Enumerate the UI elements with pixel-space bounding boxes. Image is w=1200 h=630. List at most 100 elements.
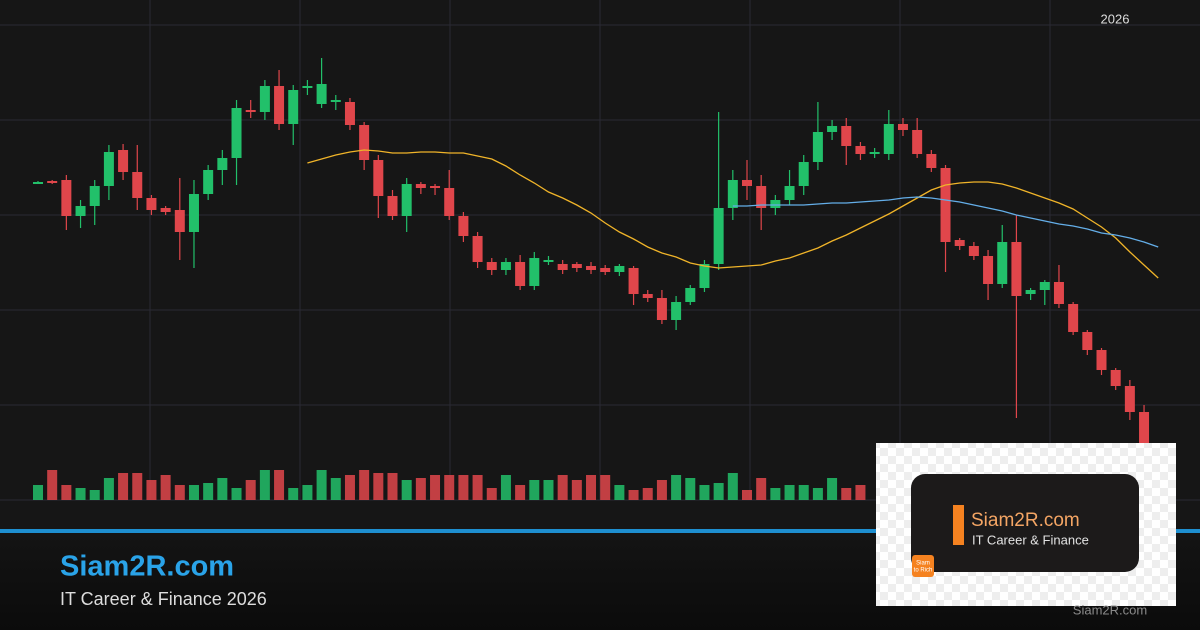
volume-bar: [770, 488, 781, 500]
card-accent: [953, 505, 964, 545]
candle-body: [770, 200, 781, 208]
volume-bar: [841, 488, 852, 500]
grid: [0, 0, 1200, 501]
candle-body: [600, 268, 611, 272]
candle-body: [571, 264, 582, 268]
candle-body: [614, 266, 625, 272]
volume-bar: [685, 478, 696, 500]
card: [911, 474, 1139, 572]
watermark: Siam2R.com: [1073, 602, 1147, 617]
card-title: Siam2R.com: [971, 510, 1080, 531]
candle-body: [742, 180, 752, 186]
volume-bar: [118, 473, 129, 500]
candle-body: [47, 181, 58, 183]
period-label: 2026: [1101, 11, 1130, 26]
volume-bar: [727, 473, 738, 500]
candle-body: [557, 264, 568, 270]
candle-body: [841, 126, 852, 146]
volume-bar: [316, 470, 327, 500]
volume-bar: [600, 475, 611, 500]
volume-bar: [472, 475, 483, 500]
candle-body: [160, 208, 171, 212]
candle-body: [288, 90, 299, 124]
candle-body: [373, 160, 384, 196]
volume-bar: [174, 485, 185, 500]
candle-body: [1011, 242, 1022, 296]
candle-body: [529, 258, 540, 286]
volume-bar: [89, 490, 100, 500]
candle-body: [515, 262, 526, 286]
candle-body: [1110, 370, 1121, 386]
volume-bar: [713, 483, 724, 500]
candle-body: [458, 216, 469, 236]
volume-bar: [132, 473, 143, 500]
volume-bar: [430, 475, 441, 500]
volume-bar: [798, 485, 809, 500]
candle-body: [231, 108, 242, 158]
volume-bar: [628, 490, 639, 500]
candle-body: [628, 268, 639, 294]
volume-bar: [103, 478, 114, 500]
volume-bar: [458, 475, 469, 500]
candle-body: [954, 240, 965, 246]
candle-body: [1082, 332, 1093, 350]
candle-body: [1053, 282, 1064, 304]
candle-body: [997, 242, 1008, 284]
candle-body: [500, 262, 511, 270]
candle-body: [33, 182, 43, 184]
volume-bar: [259, 470, 270, 500]
candle-body: [302, 86, 313, 88]
candle-body: [897, 124, 908, 130]
card-logo: [912, 555, 934, 577]
volume-bar: [146, 480, 157, 500]
candle-body: [983, 256, 994, 284]
candle-body: [642, 294, 653, 298]
volume-bar: [742, 490, 752, 500]
candle-body: [75, 206, 86, 216]
candle-body: [543, 260, 554, 262]
candle-body: [827, 126, 838, 132]
volume-bar: [75, 488, 86, 500]
brand-card: Siam2R.com IT Career & Finance Siam to R…: [876, 443, 1176, 606]
volume-bar: [756, 478, 767, 500]
candle-body: [188, 194, 199, 232]
volume-bar: [188, 485, 199, 500]
candle-body: [146, 198, 157, 210]
candle-body: [259, 86, 270, 112]
candle-body: [89, 186, 100, 206]
candle-body: [812, 132, 823, 162]
volume-bar: [444, 475, 455, 500]
candle-body: [61, 180, 72, 216]
candle-body: [274, 86, 285, 124]
candle-body: [415, 184, 426, 188]
volume-bar: [642, 488, 653, 500]
candle-body: [103, 152, 114, 186]
volume-bar: [812, 488, 823, 500]
volume-bar: [359, 470, 370, 500]
candle-body: [685, 288, 696, 302]
candle-body: [883, 124, 894, 154]
candle-body: [855, 146, 866, 154]
brand-subtitle: IT Career & Finance 2026: [60, 589, 267, 609]
volume-bar: [671, 475, 682, 500]
volume-bar: [827, 478, 838, 500]
volume-bar: [571, 480, 582, 500]
volume-bar: [203, 483, 214, 500]
brand-title: Siam2R.com: [60, 551, 234, 583]
volume-bar: [330, 478, 341, 500]
volume-bar: [401, 480, 412, 500]
candle-body: [330, 100, 341, 102]
candle-body: [756, 186, 767, 208]
volume-bar: [231, 488, 242, 500]
candle-body: [472, 236, 483, 262]
candle-body: [1025, 290, 1036, 294]
candle-body: [359, 125, 370, 160]
candle-body: [430, 186, 441, 188]
volume-bar: [274, 470, 285, 500]
divider: [0, 529, 1200, 533]
volume-bar: [699, 485, 710, 500]
candle-body: [586, 266, 597, 270]
volume-bar: [217, 478, 228, 500]
volume-bar: [500, 475, 511, 500]
